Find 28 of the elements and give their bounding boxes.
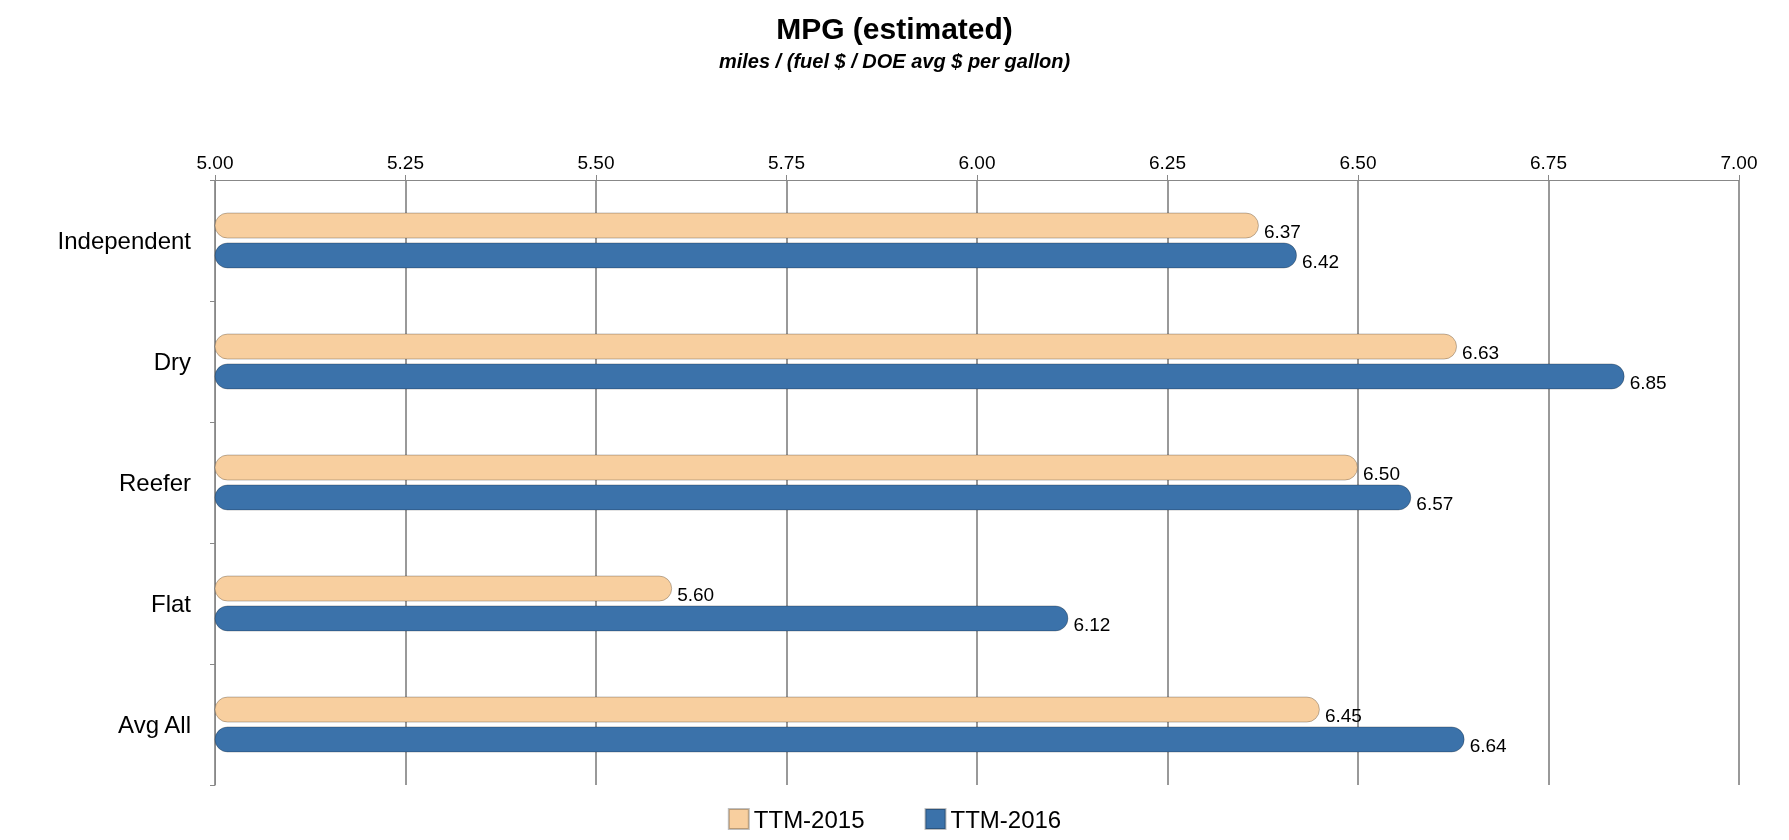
x-tick-label: 5.75 xyxy=(768,152,805,173)
y-tick-label: Avg All xyxy=(118,711,191,738)
data-label: 6.85 xyxy=(1629,371,1667,393)
chart-title: MPG (estimated) xyxy=(776,11,1013,45)
x-tick-label: 6.50 xyxy=(1339,152,1377,173)
y-tick-label: Dry xyxy=(153,348,191,375)
data-label: 5.60 xyxy=(677,584,715,606)
chart-subtitle: miles / (fuel $ / DOE avg $ per gallon) xyxy=(718,50,1071,72)
y-tick-label: Reefer xyxy=(118,469,191,496)
y-tick-label: Independent xyxy=(57,227,192,254)
x-tick-label: 5.00 xyxy=(196,152,234,173)
legend-label: TTM-2016 xyxy=(950,805,1062,833)
x-tick-label: 7.00 xyxy=(1720,152,1758,173)
data-label: 6.57 xyxy=(1416,492,1454,514)
x-tick-label: 5.25 xyxy=(387,152,424,173)
data-label: 6.12 xyxy=(1073,613,1111,635)
data-label: 6.37 xyxy=(1263,221,1301,243)
legend-label: TTM-2015 xyxy=(753,805,865,833)
data-label: 6.42 xyxy=(1302,250,1340,272)
x-tick-label: 6.75 xyxy=(1530,152,1567,173)
x-tick-label: 6.25 xyxy=(1149,152,1186,173)
data-label: 6.63 xyxy=(1462,342,1500,364)
x-tick-label: 6.00 xyxy=(958,152,996,173)
data-label: 6.64 xyxy=(1469,734,1508,756)
y-tick-label: Flat xyxy=(150,590,192,617)
data-label: 6.45 xyxy=(1324,705,1362,727)
x-tick-label: 5.50 xyxy=(577,152,615,173)
data-label: 6.50 xyxy=(1363,463,1400,485)
